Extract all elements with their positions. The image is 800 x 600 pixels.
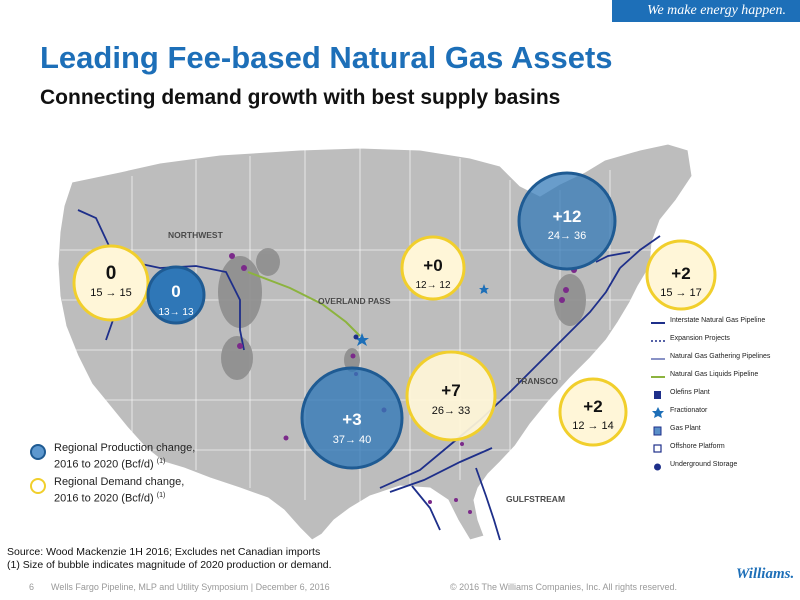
olefins-plant-icon	[654, 391, 661, 399]
region-label-northwest: NORTHWEST	[168, 230, 224, 240]
bubble-range: 15 → 17	[660, 287, 702, 299]
bubble-range: 12 → 14	[572, 420, 614, 432]
page-title: Leading Fee-based Natural Gas Assets	[40, 40, 613, 75]
legend-item: Interstate Natural Gas Pipeline	[650, 316, 800, 330]
key-production-text: Regional Production change, 2016 to 2020…	[54, 442, 195, 472]
legend-item: Expansion Projects	[650, 334, 800, 348]
bubble-change: +0	[423, 256, 442, 275]
legend-item: Olefins Plant	[650, 388, 800, 402]
bubble-change: 0	[171, 282, 180, 301]
bubble-range: 13→ 13	[158, 307, 193, 318]
region-label-overland-pass: OVERLAND PASS	[318, 296, 391, 306]
dashed-line-icon	[651, 340, 665, 342]
legend-item: Offshore Platform	[650, 442, 800, 456]
green-line-icon	[651, 376, 665, 378]
legend-label: Offshore Platform	[670, 443, 725, 450]
fractionator-icon	[355, 333, 369, 346]
bubble-southwest-production: +3 37→ 40	[300, 366, 404, 470]
key-production-line1: Regional Production change,	[54, 442, 196, 454]
source-line2: (1) Size of bubble indicates magnitude o…	[7, 559, 332, 571]
fractionator-icon	[479, 284, 489, 294]
bubble-atlantic-demand: +2 15 → 17	[645, 239, 717, 311]
overland-pass-ngl-pipeline	[247, 271, 361, 337]
region-label-transco: TRANSCO	[516, 376, 558, 386]
storage-icon	[654, 463, 661, 471]
legend-item: Natural Gas Gathering Pipelines	[650, 352, 800, 366]
star-icon	[652, 407, 664, 418]
bubble-range: 12→ 12	[415, 280, 450, 291]
top-bar: We make energy happen.	[0, 0, 800, 22]
bubble-range: 37→ 40	[333, 434, 372, 446]
bubble-range: 15 → 15	[90, 287, 132, 299]
tagline: We make energy happen.	[647, 3, 786, 18]
bubble-rockies-production: 0 13→ 13	[146, 265, 206, 325]
bubble-gulf-demand: +7 26→ 33	[405, 350, 497, 442]
key-demand-line1: Regional Demand change,	[54, 476, 185, 488]
event-name: Wells Fargo Pipeline, MLP and Utility Sy…	[51, 582, 330, 592]
legend-item: Fractionator	[650, 406, 800, 420]
region-label-gulfstream: GULFSTREAM	[506, 494, 565, 504]
footnote-marker: (1)	[156, 458, 166, 465]
footnote-marker: (1)	[156, 492, 166, 499]
bubble-northeast-production: +12 24→ 36	[517, 171, 617, 271]
line-icon	[651, 322, 665, 324]
page-subtitle: Connecting demand growth with best suppl…	[40, 86, 561, 109]
legend-label: Olefins Plant	[670, 389, 710, 396]
production-circle-icon	[30, 444, 46, 460]
copyright: © 2016 The Williams Companies, Inc. All …	[450, 582, 678, 592]
supply-basins	[218, 248, 586, 380]
source-line1: Source: Wood Mackenzie 1H 2016; Excludes…	[7, 546, 321, 558]
key-demand-text: Regional Demand change, 2016 to 2020 (Bc…	[54, 476, 184, 506]
bubble-change: +2	[583, 397, 602, 416]
legend-item: Underground Storage	[650, 460, 800, 474]
bubble-midcon-demand: +0 12→ 12	[400, 235, 466, 301]
page-number: 6	[29, 582, 35, 592]
line-icon	[651, 358, 665, 360]
demand-circle-icon	[30, 478, 46, 494]
bubble-change: 0	[106, 263, 117, 284]
legend-item: Natural Gas Liquids Pipeline	[650, 370, 800, 384]
source-note: Source: Wood Mackenzie 1H 2016; Excludes…	[7, 546, 332, 572]
key-production: Regional Production change, 2016 to 2020…	[30, 442, 230, 476]
legend-label: Interstate Natural Gas Pipeline	[670, 317, 766, 324]
bubble-west-demand: 0 15 → 15	[72, 244, 150, 322]
footer: 6 Wells Fargo Pipeline, MLP and Utility …	[0, 578, 800, 594]
legend-label: Fractionator	[670, 407, 708, 414]
legend-label: Underground Storage	[670, 461, 738, 468]
legend-label: Expansion Projects	[670, 335, 730, 342]
key-demand-line2: 2016 to 2020 (Bcf/d)	[54, 492, 154, 505]
gas-plant-icon	[653, 426, 662, 436]
legend-label: Natural Gas Gathering Pipelines	[670, 353, 771, 360]
legend-label: Natural Gas Liquids Pipeline	[670, 371, 759, 378]
bubble-range: 24→ 36	[548, 230, 587, 242]
bubble-range: 26→ 33	[432, 405, 471, 417]
bubble-change: +3	[342, 410, 361, 429]
bubble-change: +12	[553, 207, 582, 226]
bubble-change: +2	[671, 264, 690, 283]
key-demand: Regional Demand change, 2016 to 2020 (Bc…	[30, 476, 230, 510]
tagline-banner: We make energy happen.	[612, 0, 800, 22]
bubble-southeast-demand: +2 12 → 14	[558, 377, 628, 447]
legend-item: Gas Plant	[650, 424, 800, 438]
storage-icon	[353, 334, 359, 340]
bubble-change: +7	[441, 381, 460, 400]
key-production-line2: 2016 to 2020 (Bcf/d)	[54, 458, 154, 471]
platform-icon	[653, 444, 662, 453]
legend-label: Gas Plant	[670, 425, 701, 432]
williams-logo: Williams.	[736, 566, 795, 582]
